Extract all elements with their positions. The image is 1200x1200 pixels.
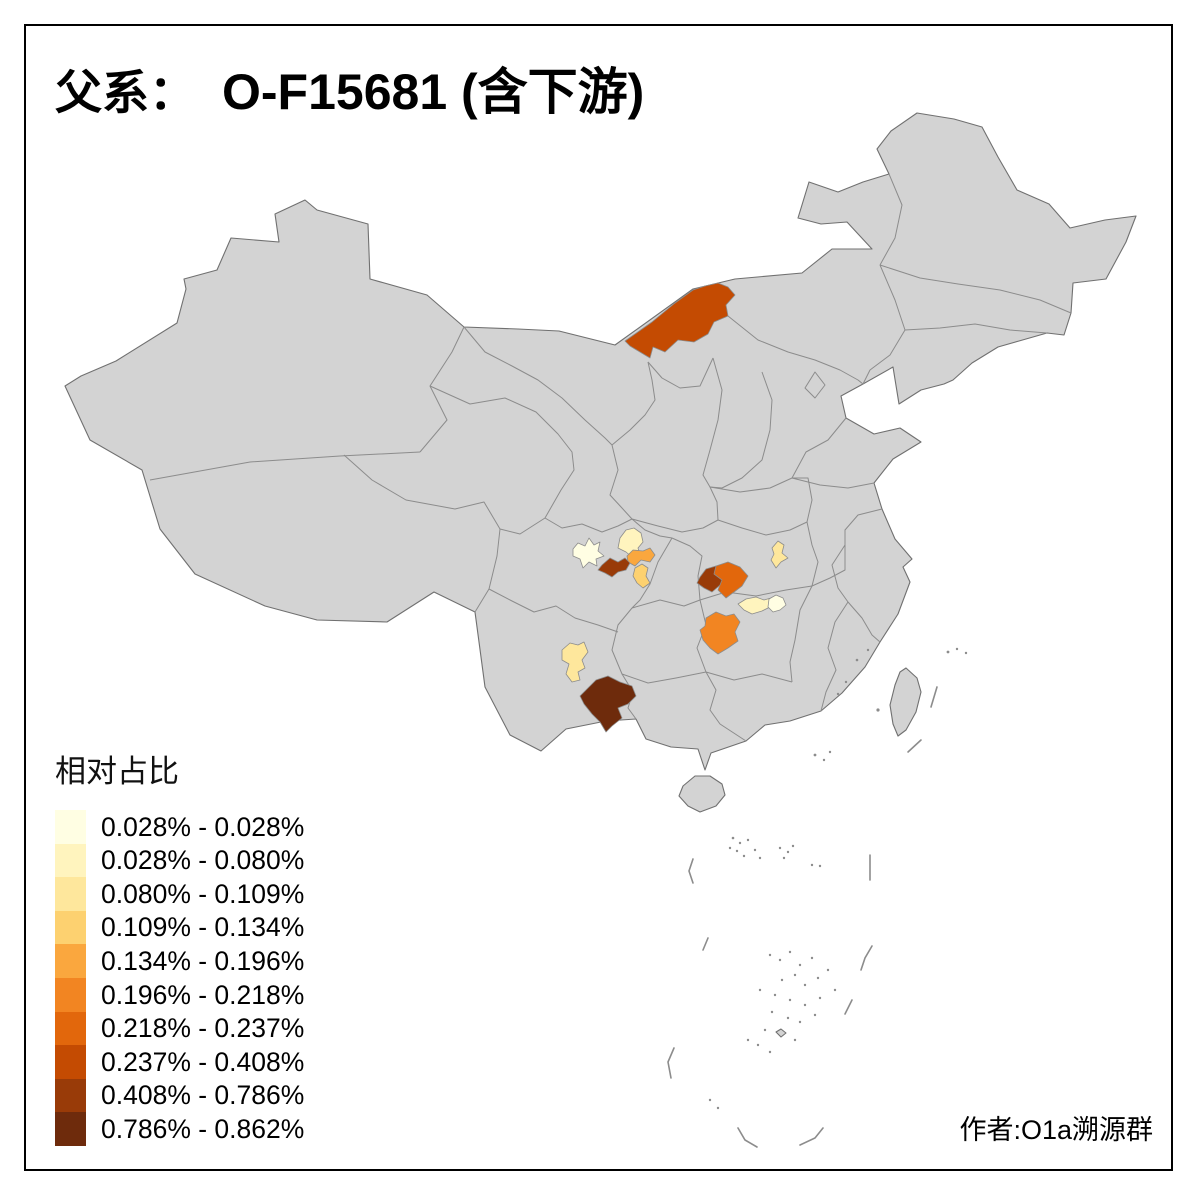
legend-label: 0.109% - 0.134%	[101, 912, 305, 943]
legend-label: 0.786% - 0.862%	[101, 1113, 305, 1144]
hubei-northeast-region	[770, 540, 789, 569]
sichuan-north-region	[617, 527, 644, 558]
legend: 相对占比 0.028% - 0.028% 0.028% - 0.080% 0.080…	[55, 746, 304, 1146]
legend-row: 0.028% - 0.028%	[55, 810, 304, 844]
legend-label: 0.134% - 0.196%	[101, 945, 305, 976]
legend-label: 0.237% - 0.408%	[101, 1046, 305, 1077]
legend-label: 0.028% - 0.028%	[101, 811, 305, 842]
legend-row: 0.080% - 0.109%	[55, 877, 304, 911]
guizhou-north-region	[699, 611, 741, 655]
legend-row: 0.786% - 0.862%	[55, 1112, 304, 1146]
legend-row: 0.134% - 0.196%	[55, 944, 304, 978]
sichuan-west-region	[572, 537, 605, 569]
legend-swatch	[55, 877, 86, 911]
legend-swatch	[55, 977, 86, 1012]
highlighted-regions	[561, 282, 789, 733]
yunnan-center-region	[561, 641, 589, 683]
sichuan-southeast-region	[632, 563, 651, 589]
attribution-text: 作者:O1a溯源群	[959, 1115, 1153, 1145]
sichuan-mid-orange-region	[626, 547, 656, 567]
islands	[678, 667, 922, 1038]
legend-row: 0.218% - 0.237%	[55, 1011, 305, 1046]
legend-title: 相对占比	[55, 754, 179, 789]
inner-mongolia-region	[624, 282, 736, 359]
legend-label: 0.028% - 0.080%	[101, 845, 305, 876]
legend-swatch	[55, 843, 86, 878]
legend-swatch	[55, 1078, 86, 1113]
pratas-island	[775, 1028, 787, 1038]
legend-label: 0.196% - 0.218%	[101, 979, 305, 1010]
sea-islets	[708, 647, 968, 1110]
legend-row: 0.109% - 0.134%	[55, 910, 305, 945]
legend-swatch	[55, 910, 86, 945]
page-title: 父系： O-F15681 (含下游)	[55, 52, 644, 124]
legend-row: 0.028% - 0.080%	[55, 843, 305, 878]
legend-swatch	[55, 810, 86, 844]
hubei-south-strip-right-region	[767, 594, 787, 613]
legend-label: 0.408% - 0.786%	[101, 1080, 305, 1111]
hubei-center-orange-region	[713, 561, 749, 599]
title-prefix: 父系：	[55, 68, 196, 120]
nine-dash-line	[667, 686, 938, 1148]
legend-swatch	[55, 1045, 86, 1079]
yunnan-south-region	[579, 675, 637, 733]
title-main: O-F15681 (含下游)	[222, 64, 645, 120]
legend-row: 0.196% - 0.218%	[55, 977, 305, 1012]
figure-frame	[24, 24, 1173, 1171]
taiwan-island	[889, 667, 922, 737]
legend-row: 0.237% - 0.408%	[55, 1045, 304, 1079]
legend-label: 0.080% - 0.109%	[101, 878, 305, 909]
legend-label: 0.218% - 0.237%	[101, 1013, 305, 1044]
legend-items: 0.028% - 0.028% 0.028% - 0.080% 0.080% - 0…	[55, 810, 304, 1146]
legend-swatch	[55, 944, 86, 978]
legend-swatch	[55, 1112, 86, 1146]
china-mainland-shape	[64, 112, 1137, 771]
hainan-island	[678, 775, 726, 813]
legend-row: 0.408% - 0.786%	[55, 1078, 305, 1113]
province-boundaries	[149, 173, 1072, 742]
legend-swatch	[55, 1011, 86, 1046]
sichuan-south-dark-region	[597, 557, 631, 578]
